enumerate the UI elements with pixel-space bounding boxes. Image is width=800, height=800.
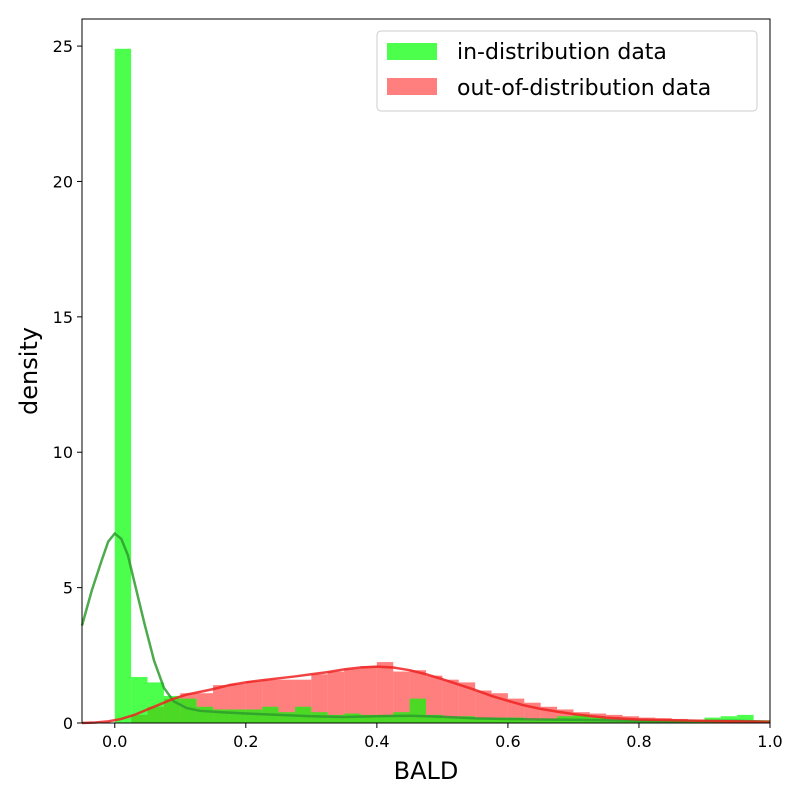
x-tick-label: 0.8 — [626, 732, 651, 751]
histogram-bar-in-distribution — [442, 717, 459, 723]
histogram-bar-out-of-distribution — [426, 675, 443, 723]
histogram-bar-in-distribution — [458, 716, 476, 723]
legend-swatch-in-distribution — [387, 43, 437, 60]
x-tick-label: 0.6 — [495, 732, 520, 751]
x-tick-label: 0.2 — [233, 732, 258, 751]
plot-area — [80, 48, 771, 725]
kde-line-out-of-distribution — [81, 665, 771, 725]
x-tick-label: 1.0 — [757, 732, 782, 751]
y-tick-label: 25 — [53, 37, 73, 56]
kde-line-in-distribution — [80, 531, 771, 723]
histogram-bar-in-distribution — [196, 706, 214, 723]
y-tick-label: 5 — [63, 579, 73, 598]
histogram-bar-in-distribution — [409, 698, 426, 723]
histogram-bar-in-distribution — [475, 717, 492, 723]
histogram-bar-in-distribution — [426, 714, 443, 723]
x-tick-label: 0.0 — [102, 732, 127, 751]
legend-frame — [376, 30, 758, 112]
histogram-bar-in-distribution — [540, 718, 558, 723]
histogram-bar-in-distribution — [393, 712, 410, 723]
histogram-bar-in-distribution — [327, 714, 345, 723]
histogram-bar-out-of-distribution — [458, 682, 476, 723]
plot-frame — [81, 18, 771, 724]
histogram-bar-out-of-distribution — [344, 668, 361, 723]
histogram-bar-in-distribution — [360, 714, 377, 723]
histogram-bar-out-of-distribution — [311, 674, 328, 723]
histogram-bar-in-distribution — [376, 714, 394, 723]
histogram-bar-out-of-distribution — [360, 666, 377, 723]
histogram-bar-out-of-distribution — [442, 679, 459, 723]
histogram-bar-in-distribution — [229, 709, 246, 723]
histogram-bar-out-of-distribution — [327, 671, 345, 723]
x-axis-label: BALD — [394, 757, 459, 785]
histogram-bar-in-distribution — [524, 720, 541, 723]
histogram-bar-out-of-distribution — [393, 671, 410, 723]
histogram-bar-in-distribution — [491, 717, 508, 723]
legend-swatch-out-of-distribution — [387, 78, 437, 95]
legend-label-in-distribution: in-distribution data — [457, 40, 667, 65]
histogram-bar-in-distribution — [147, 682, 164, 723]
y-axis-label: density — [15, 327, 43, 415]
x-tick-label: 0.4 — [364, 732, 389, 751]
y-tick-label: 15 — [53, 308, 73, 327]
histogram-bar-out-of-distribution — [475, 690, 492, 723]
y-tick-label: 10 — [53, 443, 73, 462]
y-tick-label: 20 — [53, 172, 73, 191]
legend: in-distribution data out-of-distribution… — [376, 30, 758, 112]
legend-label-out-of-distribution: out-of-distribution data — [457, 76, 711, 101]
histogram-bar-in-distribution — [344, 713, 361, 723]
histogram-bar-in-distribution — [278, 712, 295, 723]
histogram-bar-in-distribution — [245, 709, 263, 723]
histogram-bar-in-distribution — [737, 714, 754, 723]
histogram-bar-in-distribution — [180, 698, 197, 723]
axis-ticks: 0.0 0.2 0.4 0.6 0.8 1.0 0 5 10 15 20 25 — [53, 37, 783, 751]
histogram-bar-in-distribution — [114, 48, 132, 724]
histogram-bar-out-of-distribution — [376, 662, 394, 723]
y-tick-label: 0 — [63, 714, 73, 733]
